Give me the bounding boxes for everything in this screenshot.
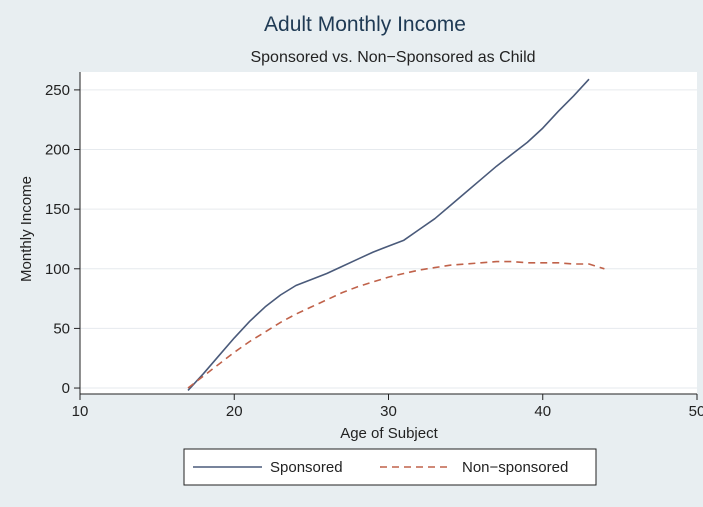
y-tick-label: 0: [62, 380, 70, 397]
y-tick-label: 250: [45, 82, 70, 99]
axes: 10 20 30 40 50 0 50 100 150 200 250: [45, 72, 703, 420]
x-tick-label: 40: [534, 403, 551, 420]
y-tick-label: 200: [45, 142, 70, 159]
x-tick-label: 50: [689, 403, 703, 420]
series-line-non-sponsored: [187, 260, 605, 389]
legend-label-non-sponsored: Non−sponsored: [462, 459, 568, 476]
y-tick-label: 100: [45, 261, 70, 278]
x-axis-label: Age of Subject: [340, 425, 438, 442]
series-layer: [187, 78, 605, 391]
legend: Sponsored Non−sponsored: [183, 448, 597, 486]
chart-subtitle: Sponsored vs. Non−Sponsored as Child: [250, 49, 535, 66]
plot-background: [80, 72, 697, 394]
series-line-sponsored: [187, 78, 590, 391]
x-tick-label: 20: [226, 403, 243, 420]
x-tick-label: 10: [72, 403, 89, 420]
chart-title: Adult Monthly Income: [264, 13, 466, 36]
y-axis-label: Monthly Income: [18, 176, 35, 282]
plot-area: [80, 72, 697, 394]
y-tick-label: 50: [53, 320, 70, 337]
legend-label-sponsored: Sponsored: [270, 459, 343, 476]
y-tick-label: 150: [45, 201, 70, 218]
x-tick-label: 30: [380, 403, 397, 420]
